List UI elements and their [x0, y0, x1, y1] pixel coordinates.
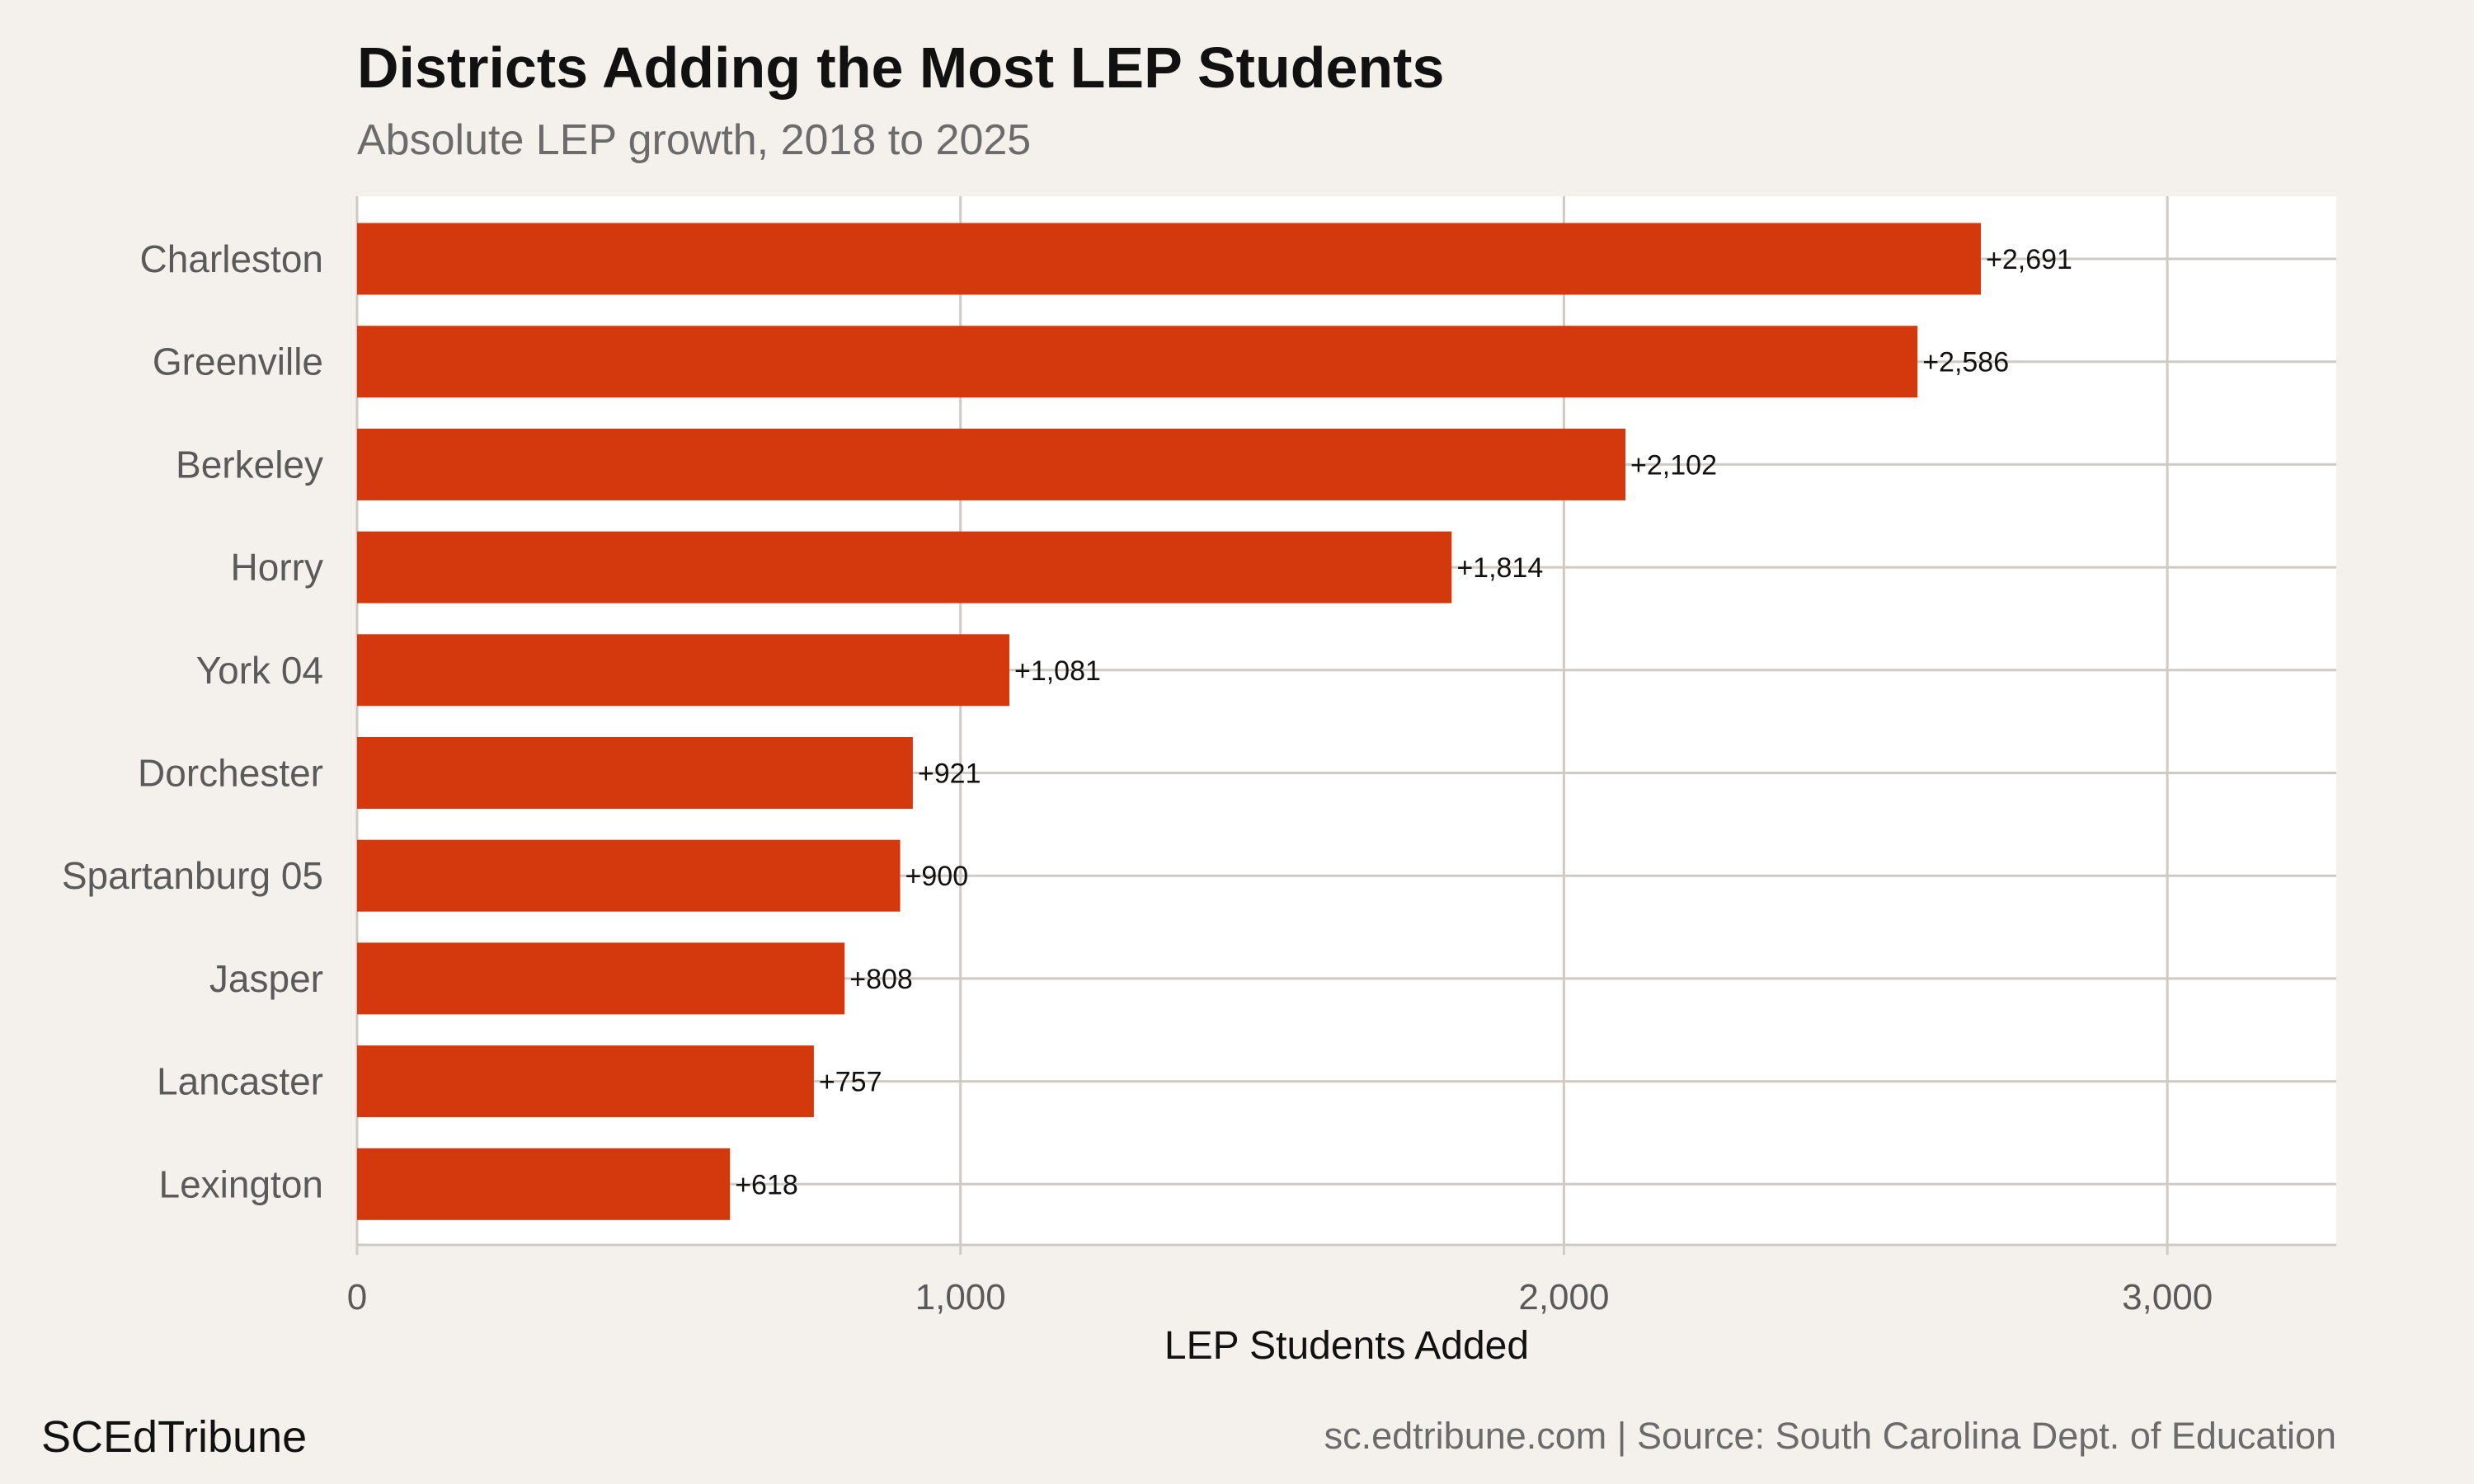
bar	[357, 428, 1626, 500]
data-label: +757	[819, 1067, 882, 1098]
data-label: +2,102	[1630, 449, 1717, 481]
x-tick-label: 3,000	[2122, 1277, 2213, 1317]
x-tick-label: 2,000	[1518, 1277, 1609, 1317]
brand-logo-text: SCEdTribune	[41, 1412, 308, 1462]
bar	[357, 1148, 731, 1220]
data-label: +1,814	[1456, 552, 1543, 584]
source-note: sc.edtribune.com | Source: South Carolin…	[1324, 1415, 2336, 1457]
category-label: York 04	[196, 649, 323, 692]
category-label: Greenville	[153, 340, 323, 383]
data-label: +618	[735, 1169, 798, 1200]
bar	[357, 839, 901, 912]
category-label: Jasper	[209, 957, 323, 1000]
data-label: +2,691	[1986, 244, 2072, 275]
category-label: Dorchester	[138, 752, 323, 795]
x-tick-label: 1,000	[915, 1277, 1006, 1317]
data-label: +1,081	[1014, 655, 1101, 687]
data-label: +900	[905, 861, 969, 892]
bar	[357, 1045, 814, 1118]
bar	[357, 737, 913, 809]
category-label: Lancaster	[157, 1060, 323, 1103]
data-label: +921	[918, 758, 981, 790]
bar	[357, 942, 845, 1015]
data-label: +808	[849, 964, 913, 995]
category-label: Charleston	[140, 237, 323, 280]
category-label: Horry	[231, 546, 323, 589]
category-label: Spartanburg 05	[62, 854, 323, 897]
bar	[357, 326, 1918, 398]
x-tick-label: 0	[347, 1277, 367, 1317]
category-labels: Charleston Greenville Berkeley Horry York 04…	[62, 237, 323, 1205]
bars	[357, 223, 1982, 1220]
category-label: Berkeley	[176, 443, 323, 486]
bar	[357, 223, 1982, 295]
category-label: Lexington	[159, 1162, 324, 1205]
bar	[357, 531, 1452, 603]
chart-title: Districts Adding the Most LEP Students	[357, 35, 1445, 100]
x-axis-ticks: 0 1,000 2,000 3,000	[347, 1245, 2213, 1317]
data-labels: +2,691 +2,586 +2,102 +1,814 +1,081 +921 +900 +8…	[735, 244, 2072, 1200]
data-label: +2,586	[1922, 347, 2009, 378]
x-axis-title: LEP Students Added	[1164, 1324, 1529, 1368]
chart-subtitle: Absolute LEP growth, 2018 to 2025	[357, 116, 1032, 164]
bar	[357, 634, 1009, 707]
